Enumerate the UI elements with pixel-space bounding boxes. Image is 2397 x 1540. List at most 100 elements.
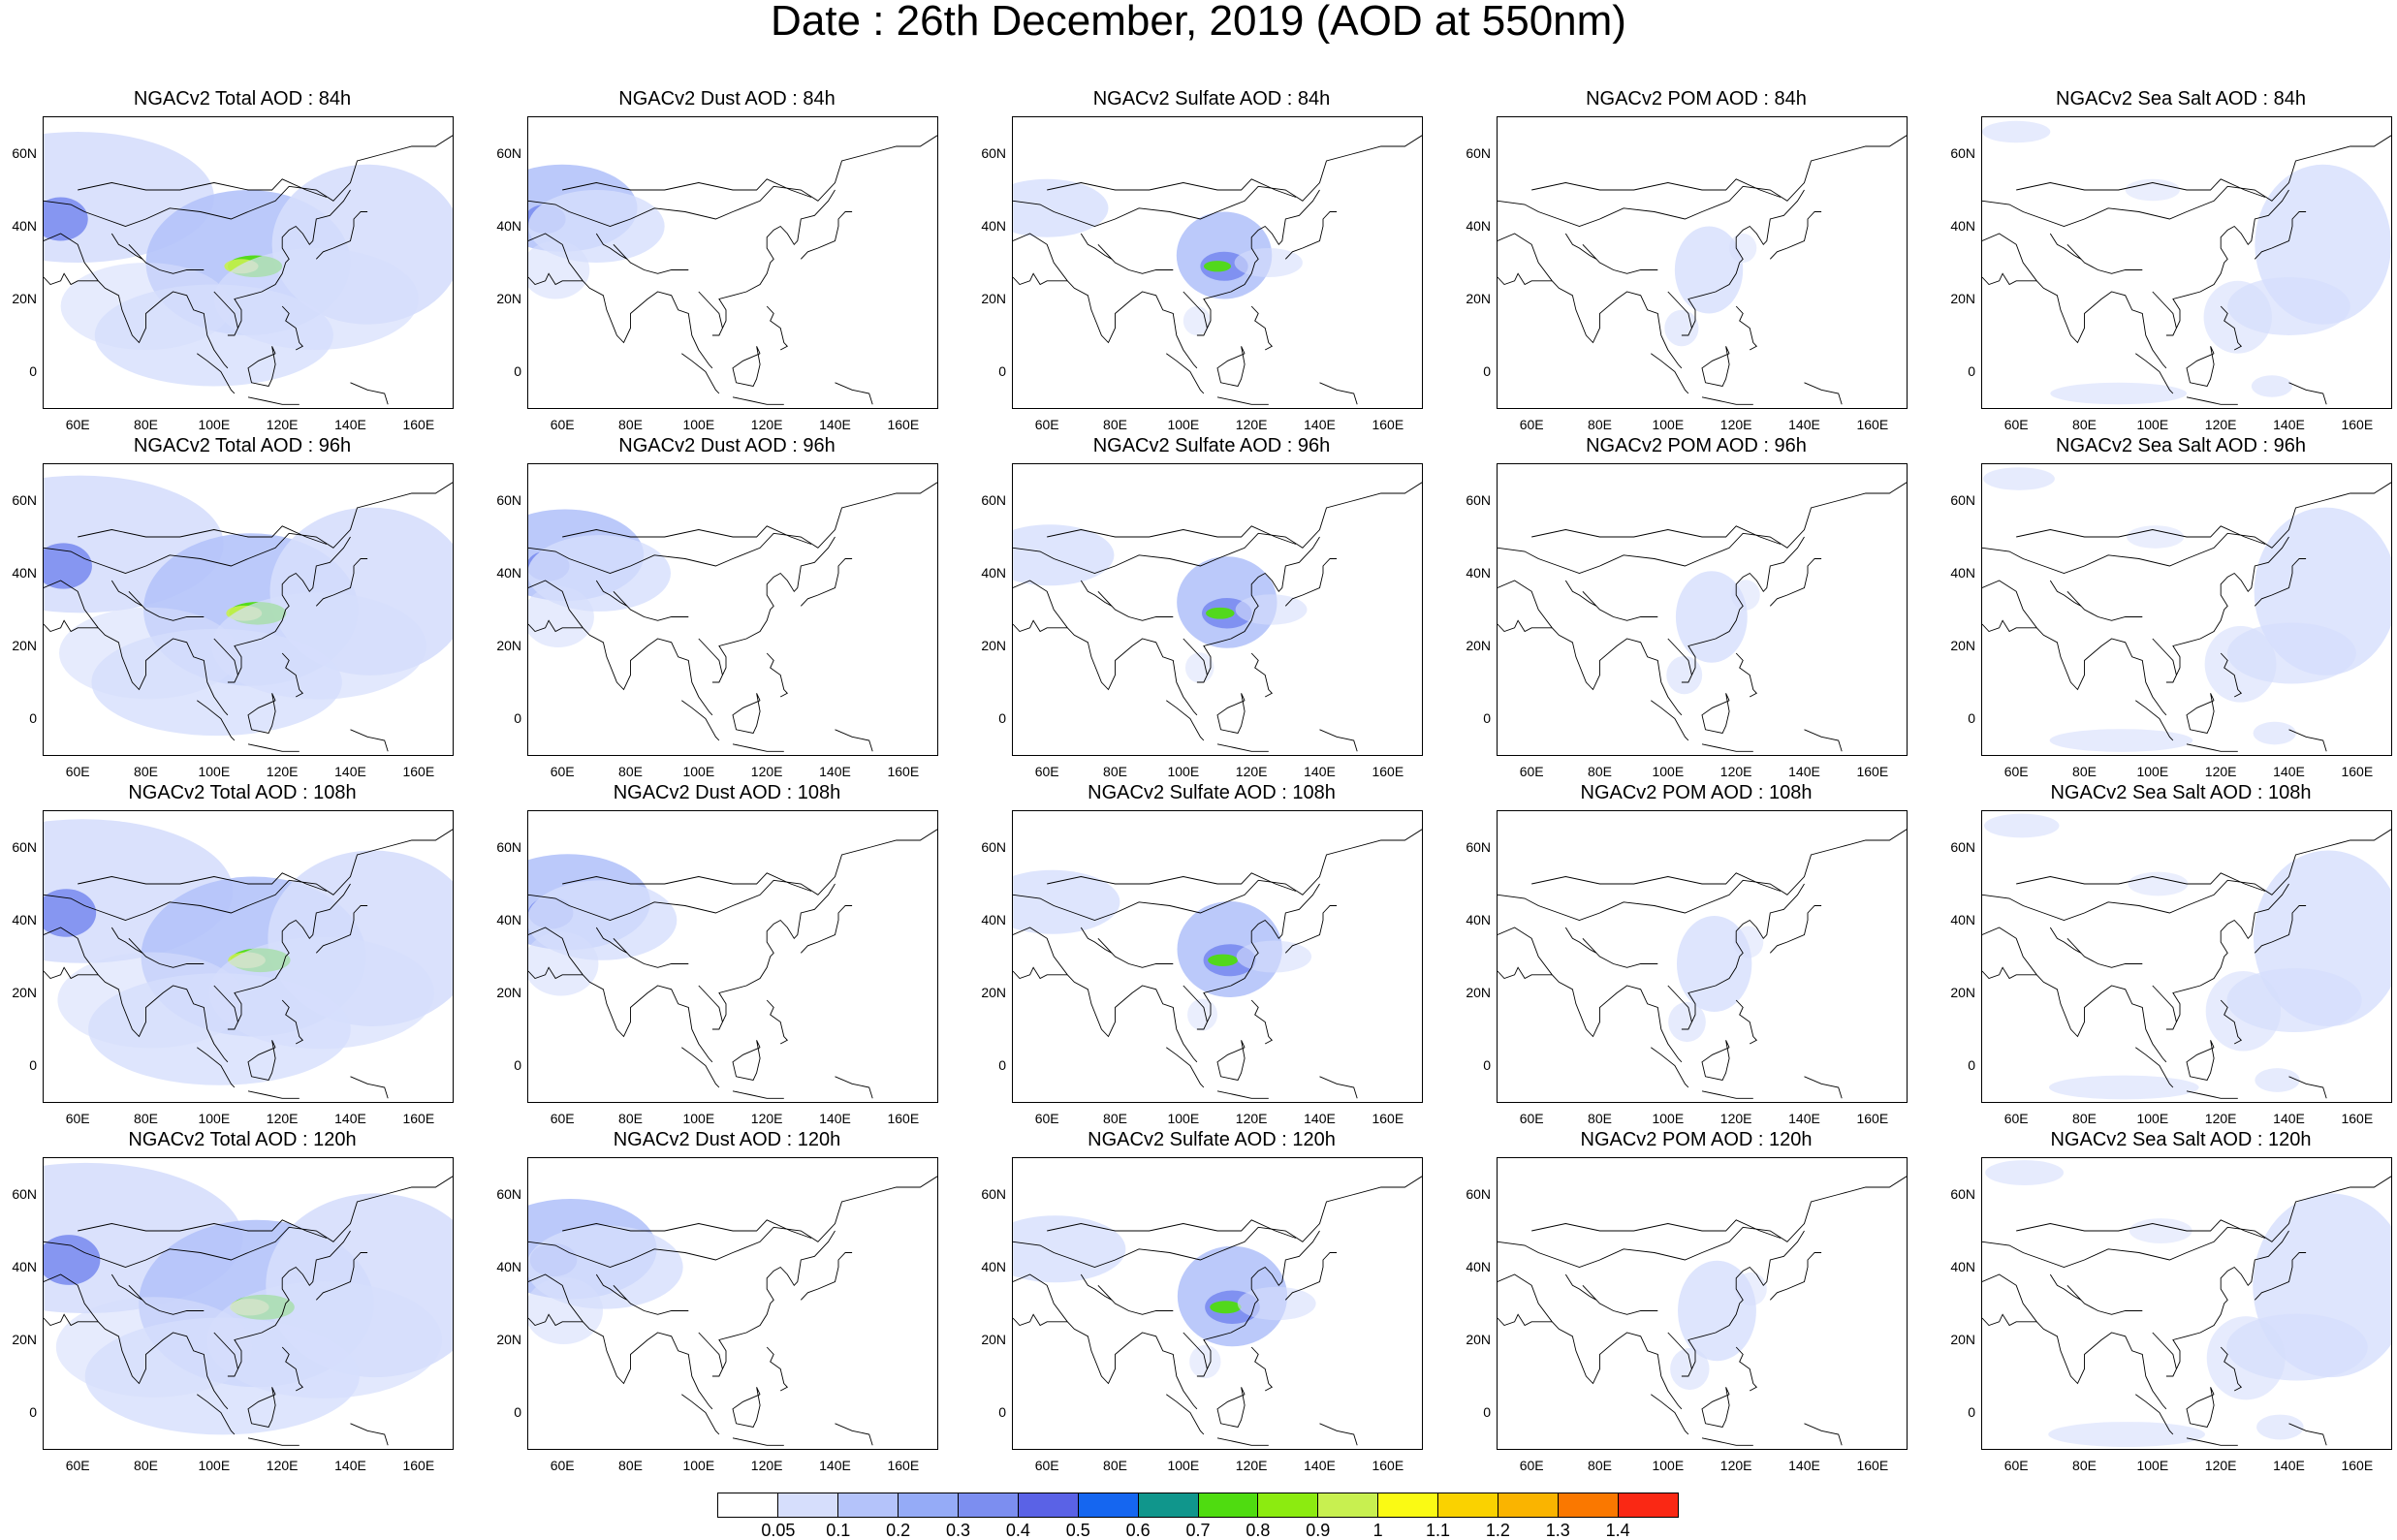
map-plot-area (1497, 463, 1908, 756)
coastline (732, 743, 784, 752)
coastline (281, 652, 304, 698)
coastline (2288, 1423, 2327, 1446)
y-tick-label: 40N (496, 1258, 521, 1274)
coastline (1047, 525, 1297, 545)
coastline (1319, 1423, 1358, 1446)
coastline (78, 178, 328, 198)
coastline (835, 1076, 873, 1099)
x-tick-label: 140E (819, 764, 851, 779)
coastline (613, 590, 689, 621)
x-tick-label: 60E (1519, 1458, 1544, 1473)
x-tick-label: 80E (1103, 417, 1127, 432)
y-tick-label: 0 (998, 1403, 1006, 1420)
coastline (613, 243, 689, 274)
coastline (1769, 211, 1822, 260)
y-tick-label: 20N (1466, 984, 1491, 1000)
coastline (197, 700, 236, 741)
y-tick-label: 40N (1466, 1258, 1491, 1274)
coastline (835, 1423, 873, 1446)
coastline (766, 999, 789, 1045)
x-tick-label: 140E (334, 1458, 366, 1473)
aerosol-field (208, 936, 435, 1050)
aerosol-field (1234, 248, 1303, 277)
map-panel: NGACv2 Dust AOD : 120h 60N 40N 20N 0 60E 80E 10… (485, 1128, 969, 1477)
aerosol-field (2127, 525, 2185, 549)
coastline (1498, 829, 1907, 921)
x-tick-label: 60E (550, 1111, 575, 1126)
map-svg (1982, 1160, 2391, 1447)
coastline (1216, 396, 1269, 405)
coastline (2186, 396, 2238, 405)
coastline (766, 652, 789, 698)
coastline (2220, 652, 2243, 698)
map-svg (528, 829, 937, 1099)
x-tick-label: 100E (1652, 764, 1685, 779)
map-svg (1013, 135, 1422, 405)
coastline (1735, 652, 1758, 698)
x-tick-label: 60E (550, 417, 575, 432)
x-tick-label: 160E (887, 1458, 920, 1473)
coastline (1498, 927, 1683, 1063)
coastline (44, 1176, 453, 1268)
coastline (681, 700, 720, 741)
x-tick-label: 100E (1167, 764, 1200, 779)
y-tick-label: 0 (1483, 1056, 1491, 1073)
coastline (44, 482, 453, 574)
panel-title: NGACv2 Sulfate AOD : 108h (1088, 782, 1336, 803)
panel-title: NGACv2 Total AOD : 108h (128, 782, 357, 803)
map-plot-area (1497, 116, 1908, 409)
x-tick-label: 120E (2204, 417, 2237, 432)
x-tick-label: 60E (1519, 417, 1544, 432)
coastline (1250, 652, 1274, 698)
aerosol-field (1206, 607, 1235, 619)
coastline (2165, 1230, 2289, 1377)
x-tick-label: 80E (2072, 764, 2097, 779)
map-panel: NGACv2 Sea Salt AOD : 96h 60N 40N 20N 0 60E 80… (1939, 434, 2397, 783)
x-tick-label: 160E (1856, 764, 1889, 779)
map-plot-area (1981, 463, 2392, 756)
coastline (732, 1437, 784, 1446)
coastline (315, 905, 368, 954)
x-tick-label: 100E (198, 764, 231, 779)
coastline (315, 558, 368, 607)
aerosol-field (528, 931, 599, 996)
coastline (1982, 482, 2391, 574)
x-tick-label: 100E (198, 417, 231, 432)
aerosol-field (1735, 1272, 1767, 1306)
y-tick-label: 20N (981, 1331, 1006, 1347)
aerosol-field (528, 586, 594, 647)
aerosol-field (2129, 1218, 2192, 1243)
coastline (1284, 558, 1338, 607)
y-tick-label: 20N (1466, 1331, 1491, 1347)
panel-title: NGACv2 Sulfate AOD : 120h (1088, 1129, 1336, 1150)
x-tick-label: 160E (1372, 417, 1404, 432)
y-tick-label: 60N (981, 491, 1006, 508)
panel-title: NGACv2 POM AOD : 84h (1586, 88, 1807, 110)
colorbar-swatch (1198, 1493, 1259, 1517)
coastline (711, 1230, 836, 1377)
colorbar-swatch (898, 1493, 959, 1517)
coastline (1498, 1313, 1553, 1327)
map-plot-area (527, 1157, 938, 1450)
coastline (1250, 1346, 1274, 1392)
coastline (1097, 243, 1174, 274)
x-tick-label: 60E (65, 417, 90, 432)
map-svg (44, 819, 453, 1099)
aerosol-field (2205, 971, 2282, 1052)
coastline (1769, 1252, 1822, 1301)
map-plot-area (1012, 116, 1423, 409)
coastline (528, 927, 713, 1063)
coastline (2135, 700, 2174, 741)
coastline (1735, 1346, 1758, 1392)
y-tick-label: 20N (496, 1331, 521, 1347)
y-tick-label: 0 (29, 709, 37, 726)
coastline (1250, 305, 1274, 351)
y-tick-label: 0 (998, 362, 1006, 379)
panel-title: NGACv2 Sea Salt AOD : 120h (2050, 1129, 2312, 1150)
coastline (1097, 1284, 1174, 1315)
coastline (681, 353, 720, 394)
coastline (698, 985, 723, 1022)
x-tick-label: 140E (1304, 1111, 1336, 1126)
coastline (1982, 580, 2167, 716)
aerosol-field (2206, 1316, 2286, 1400)
